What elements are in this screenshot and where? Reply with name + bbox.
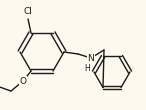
Text: H: H [84, 63, 90, 72]
Text: Cl: Cl [24, 7, 32, 16]
Text: O: O [20, 77, 27, 86]
Text: N: N [88, 53, 94, 62]
